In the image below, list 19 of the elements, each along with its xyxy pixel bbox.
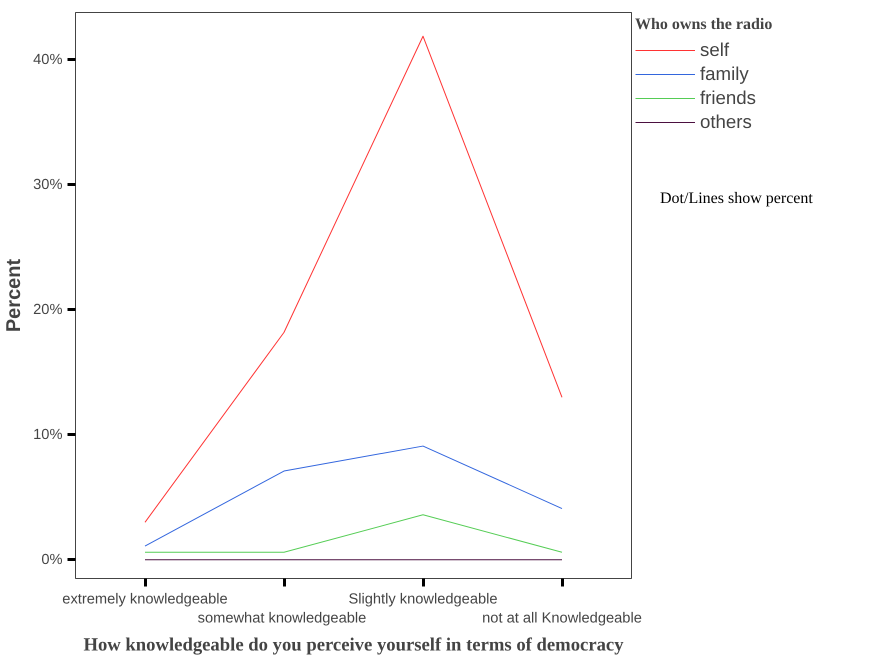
legend-label: family — [700, 63, 749, 85]
x-axis-title: How knowledgeable do you perceive yourself in terms of democracy — [83, 634, 624, 656]
x-tick-label: Slightly knowledgeable — [348, 592, 498, 608]
text: Dot/Lines show percent — [660, 189, 813, 209]
y-axis-title: Percent — [3, 258, 26, 332]
y-tick-label: 30% — [33, 176, 63, 193]
y-tick-label: 10% — [33, 426, 63, 443]
legend-label: others — [700, 111, 752, 133]
legend-label: self — [700, 39, 730, 61]
legend-label: friends — [700, 87, 756, 109]
x-tick-label: somewhat knowledgeable — [198, 610, 366, 627]
x-tick-label: not at all Knowledgeable — [482, 610, 642, 627]
x-tick-label: extremely knowledgeable — [62, 592, 228, 608]
y-tick-label: 40% — [33, 52, 63, 68]
y-tick-label: 20% — [33, 302, 63, 318]
legend-title: Who owns the radio — [635, 16, 772, 34]
line-series — [144, 36, 562, 523]
y-tick-label: 0% — [41, 552, 63, 568]
line-series — [144, 446, 562, 547]
